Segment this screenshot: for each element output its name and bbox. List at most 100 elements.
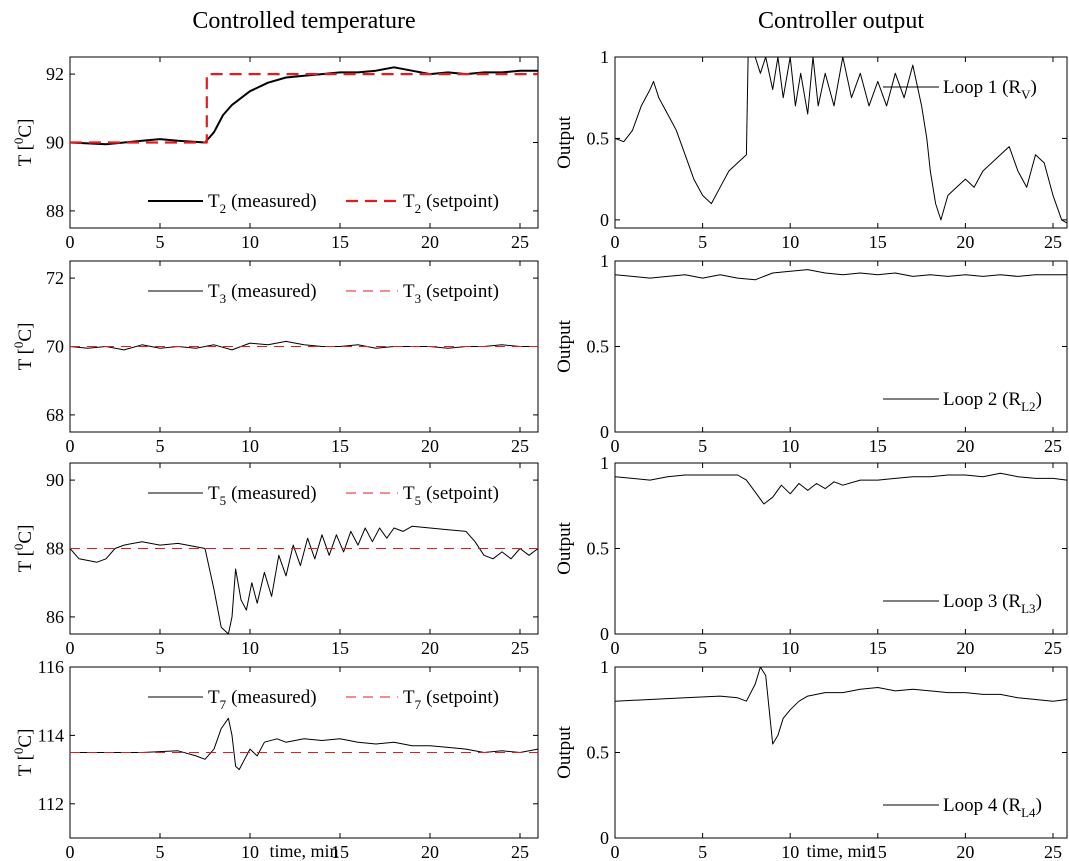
x-tick-label: 10 xyxy=(781,232,799,252)
right-column-title: Controller output xyxy=(758,8,924,34)
x-tick-label: 10 xyxy=(241,436,259,456)
panel-left-3: 0 5 10 15 20 25 86 88 90 T [0C] T5 (measured) T5 (set… xyxy=(11,462,539,658)
legend: Loop 4 (RL4) xyxy=(883,795,1042,820)
y-tick-label: 68 xyxy=(46,405,64,425)
x-tick-label: 10 xyxy=(781,638,799,658)
x-tick-label: 25 xyxy=(511,436,529,456)
y-axis-label: Output xyxy=(554,521,575,575)
x-tick-label: 25 xyxy=(511,638,529,658)
y-tick-label: 1 xyxy=(600,47,609,67)
y-tick-label: 114 xyxy=(38,725,64,745)
x-tick-label: 25 xyxy=(1044,232,1062,252)
x-tick-label: 10 xyxy=(241,842,259,861)
y-axis-label: Output xyxy=(554,319,575,373)
panel-left-2: 0 5 10 15 20 25 68 70 72 T [0C] T3 (measured) T3 (set… xyxy=(11,260,539,456)
y-tick-label: 72 xyxy=(46,268,64,288)
x-tick-label: 15 xyxy=(331,842,349,861)
y-tick-label: 88 xyxy=(46,201,64,221)
x-tick-label: 0 xyxy=(66,436,75,456)
y-tick-label: 0 xyxy=(600,422,609,442)
x-tick-label: 20 xyxy=(956,638,974,658)
y-tick-label: 0.5 xyxy=(587,337,610,357)
y-axis-label: T [0C] xyxy=(11,729,36,777)
x-tick-label: 0 xyxy=(611,232,620,252)
panel-right-4: 0 5 10 15 20 25 0 0.5 1 Output time, min Loop 4 (RL… xyxy=(554,657,1068,861)
measured-line xyxy=(615,472,1067,505)
x-tick-label: 15 xyxy=(331,638,349,658)
x-axis-label: time, min xyxy=(807,841,876,861)
x-tick-label: 5 xyxy=(698,232,707,252)
x-tick-label: 0 xyxy=(611,436,620,456)
y-tick-label: 0 xyxy=(600,624,609,644)
measured-line xyxy=(70,525,538,634)
y-tick-label: 0.5 xyxy=(587,128,610,148)
x-axis-label: time, min xyxy=(270,841,339,861)
y-tick-label: 0 xyxy=(600,210,609,230)
panel-right-1: 0 5 10 15 20 25 0 0.5 1 Output Loop 1 (RV) xyxy=(554,47,1068,252)
legend-label: T7 (measured) xyxy=(208,687,317,712)
y-tick-label: 116 xyxy=(38,657,64,677)
legend: T7 (measured) T7 (setpoint) xyxy=(148,687,499,712)
x-tick-label: 5 xyxy=(698,436,707,456)
legend: T3 (measured) T3 (setpoint) xyxy=(148,281,499,306)
y-tick-label: 86 xyxy=(46,607,64,627)
measured-line xyxy=(70,340,538,351)
x-tick-label: 5 xyxy=(156,842,165,861)
y-axis-label: Output xyxy=(554,725,575,779)
x-tick-label: 0 xyxy=(66,232,75,252)
measured-line xyxy=(615,269,1067,281)
x-tick-label: 15 xyxy=(331,232,349,252)
x-tick-label: 20 xyxy=(956,436,974,456)
legend-label: T5 (measured) xyxy=(208,483,317,508)
x-tick-label: 20 xyxy=(421,638,439,658)
legend: Loop 2 (RL2) xyxy=(883,389,1042,414)
y-tick-label: 90 xyxy=(46,133,64,153)
y-tick-label: 92 xyxy=(46,64,64,84)
y-axis-label: T [0C] xyxy=(11,525,36,573)
legend-label: T3 (setpoint) xyxy=(403,281,499,306)
y-tick-label: 90 xyxy=(46,470,64,490)
x-tick-label: 20 xyxy=(421,842,439,861)
legend-label: T5 (setpoint) xyxy=(403,483,499,508)
x-tick-label: 15 xyxy=(869,842,887,861)
panel-right-2: 0 5 10 15 20 25 0 0.5 1 Output Loop 2 (RL2) xyxy=(554,251,1068,456)
measured-line xyxy=(70,717,538,771)
x-tick-label: 5 xyxy=(698,842,707,861)
y-tick-label: 1 xyxy=(600,251,609,271)
x-tick-label: 10 xyxy=(241,638,259,658)
y-tick-label: 0 xyxy=(600,828,609,848)
x-tick-label: 25 xyxy=(511,842,529,861)
x-tick-label: 5 xyxy=(698,638,707,658)
x-tick-label: 25 xyxy=(511,232,529,252)
x-tick-label: 10 xyxy=(781,842,799,861)
x-tick-label: 20 xyxy=(421,436,439,456)
x-tick-label: 0 xyxy=(66,638,75,658)
x-tick-label: 25 xyxy=(1044,436,1062,456)
measured-line xyxy=(70,66,538,146)
y-axis-label: T [0C] xyxy=(11,323,36,371)
legend-label: T2 (measured) xyxy=(208,191,317,216)
y-tick-label: 70 xyxy=(46,337,64,357)
y-tick-label: 0.5 xyxy=(587,743,610,763)
x-tick-label: 0 xyxy=(611,842,620,861)
legend: T5 (measured) T5 (setpoint) xyxy=(148,483,499,508)
panel-left-1: 0 5 10 15 20 25 88 90 92 T [0C] T2 (measured) T2 (set… xyxy=(11,56,539,252)
y-tick-label: 1 xyxy=(600,657,609,677)
x-tick-label: 5 xyxy=(156,436,165,456)
x-tick-label: 5 xyxy=(156,232,165,252)
legend-label: T7 (setpoint) xyxy=(403,687,499,712)
x-tick-label: 20 xyxy=(956,842,974,861)
x-tick-label: 10 xyxy=(241,232,259,252)
legend-label: T3 (measured) xyxy=(208,281,317,306)
x-tick-label: 20 xyxy=(421,232,439,252)
x-tick-label: 5 xyxy=(156,638,165,658)
y-tick-label: 88 xyxy=(46,539,64,559)
y-axis-label: T [0C] xyxy=(11,119,36,167)
axes-frame xyxy=(614,56,1068,229)
x-tick-label: 10 xyxy=(781,436,799,456)
legend-label: T2 (setpoint) xyxy=(403,191,499,216)
x-tick-label: 0 xyxy=(611,638,620,658)
measured-line xyxy=(615,57,1067,224)
legend-label: Loop 1 (RV) xyxy=(943,77,1037,102)
legend: T2 (measured) T2 (setpoint) xyxy=(148,191,499,216)
